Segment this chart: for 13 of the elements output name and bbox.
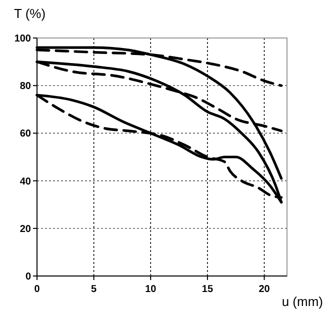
x-tick-label: 15 — [202, 284, 214, 295]
y-tick-label: 80 — [20, 81, 32, 92]
x-tick-label: 5 — [91, 284, 98, 295]
x-axis-title: u (mm) — [282, 294, 323, 309]
y-tick-label: 0 — [25, 272, 32, 282]
y-tick-label: 40 — [20, 176, 32, 188]
x-tick-label: 0 — [34, 284, 40, 295]
y-axis-title: T (%) — [14, 6, 46, 21]
y-tick-label: 20 — [20, 224, 32, 235]
y-tick-label: 60 — [20, 128, 32, 140]
x-tick-label: 10 — [145, 284, 157, 295]
y-tick-label: 100 — [14, 34, 32, 44]
x-tick-label: 20 — [258, 284, 270, 295]
